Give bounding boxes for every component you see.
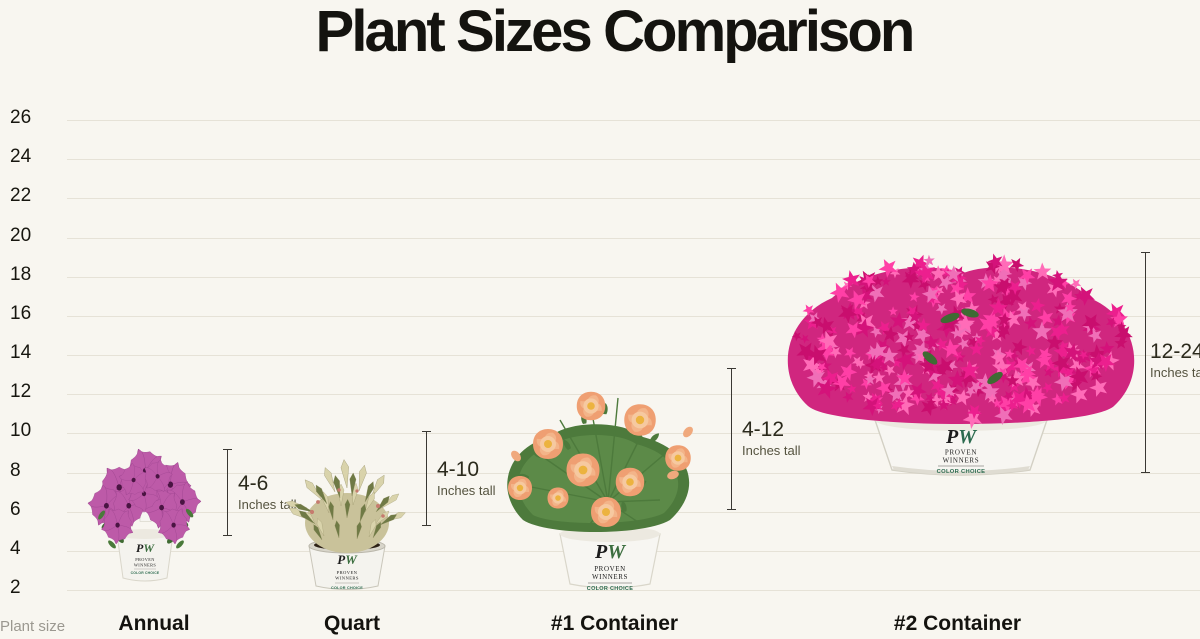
svg-text:WINNERS: WINNERS — [134, 563, 157, 568]
svg-text:PROVEN: PROVEN — [337, 570, 358, 575]
svg-text:WINNERS: WINNERS — [592, 573, 628, 581]
svg-text:PW: PW — [594, 541, 626, 563]
svg-text:COLOR CHOICE: COLOR CHOICE — [587, 586, 633, 590]
svg-text:PW: PW — [337, 552, 358, 567]
svg-text:PW: PW — [945, 426, 977, 448]
svg-text:PROVEN: PROVEN — [135, 557, 155, 562]
svg-text:WINNERS: WINNERS — [943, 457, 980, 465]
svg-text:WINNERS: WINNERS — [335, 576, 359, 581]
svg-text:COLOR CHOICE: COLOR CHOICE — [331, 586, 363, 590]
svg-text:COLOR CHOICE: COLOR CHOICE — [937, 469, 986, 475]
svg-text:PW: PW — [136, 541, 155, 555]
svg-text:COLOR CHOICE: COLOR CHOICE — [131, 571, 160, 575]
svg-text:PROVEN: PROVEN — [945, 449, 977, 457]
svg-text:PROVEN: PROVEN — [594, 565, 626, 573]
